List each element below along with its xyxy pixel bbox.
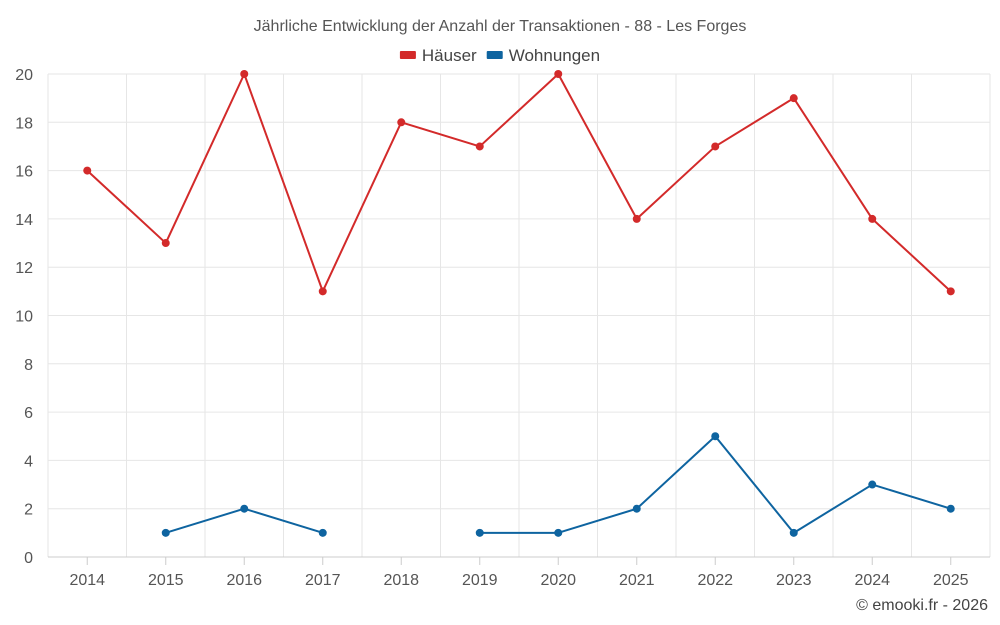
y-tick-label: 0 bbox=[24, 550, 33, 567]
legend: Häuser Wohnungen bbox=[399, 46, 600, 65]
chart-title: Jährliche Entwicklung der Anzahl der Tra… bbox=[254, 18, 747, 35]
x-tick-label: 2024 bbox=[854, 572, 890, 589]
x-tick-label: 2014 bbox=[69, 572, 105, 589]
data-point[interactable] bbox=[946, 504, 955, 513]
data-point[interactable] bbox=[868, 214, 877, 223]
legend-swatch bbox=[399, 51, 416, 59]
x-tick-label: 2022 bbox=[697, 572, 733, 589]
series-haeuser bbox=[83, 70, 955, 296]
y-tick-label: 8 bbox=[24, 357, 33, 374]
data-point[interactable] bbox=[318, 528, 327, 537]
x-tick-label: 2020 bbox=[540, 572, 576, 589]
series-line bbox=[86, 73, 952, 293]
data-point[interactable] bbox=[632, 504, 641, 513]
x-tick-label: 2021 bbox=[619, 572, 655, 589]
data-point[interactable] bbox=[161, 239, 170, 248]
series-wohnungen bbox=[161, 432, 955, 537]
y-tick-label: 20 bbox=[15, 67, 33, 84]
y-tick-label: 18 bbox=[15, 115, 33, 132]
legend-item-haeuser[interactable]: Häuser bbox=[399, 46, 477, 65]
y-tick-label: 14 bbox=[15, 212, 33, 229]
data-point[interactable] bbox=[475, 142, 484, 151]
data-point[interactable] bbox=[554, 70, 563, 78]
data-point[interactable] bbox=[554, 528, 563, 537]
legend-label: Häuser bbox=[422, 46, 477, 65]
data-point[interactable] bbox=[789, 94, 798, 103]
x-tick-label: 2017 bbox=[305, 572, 341, 589]
series-line bbox=[479, 435, 952, 534]
data-point[interactable] bbox=[475, 528, 484, 537]
y-axis-tick-labels: 0 2 4 6 8 10 12 14 16 18 20 bbox=[15, 67, 33, 567]
y-tick-label: 6 bbox=[24, 405, 33, 422]
x-tick-label: 2023 bbox=[776, 572, 812, 589]
data-point[interactable] bbox=[83, 166, 92, 175]
grid-vertical bbox=[47, 74, 991, 557]
data-point[interactable] bbox=[240, 504, 249, 513]
legend-item-wohnungen[interactable]: Wohnungen bbox=[486, 46, 600, 65]
legend-label: Wohnungen bbox=[509, 46, 600, 65]
x-tick-label: 2025 bbox=[933, 572, 969, 589]
y-tick-label: 2 bbox=[24, 502, 33, 519]
y-tick-label: 12 bbox=[15, 260, 33, 277]
data-point[interactable] bbox=[318, 287, 327, 296]
data-point[interactable] bbox=[789, 528, 798, 537]
data-point[interactable] bbox=[711, 432, 720, 441]
credit-text: © emooki.fr - 2026 bbox=[856, 597, 988, 614]
x-tick-label: 2018 bbox=[383, 572, 419, 589]
x-tick-label: 2016 bbox=[226, 572, 262, 589]
y-tick-label: 10 bbox=[15, 309, 33, 326]
data-point[interactable] bbox=[946, 287, 955, 296]
legend-swatch bbox=[486, 51, 503, 59]
series-layer bbox=[83, 70, 955, 537]
y-tick-label: 4 bbox=[24, 453, 33, 470]
data-point[interactable] bbox=[868, 480, 877, 489]
x-axis-tick-labels: 2014 2015 2016 2017 2018 2019 2020 2021 2022 2023… bbox=[69, 557, 969, 589]
data-point[interactable] bbox=[632, 214, 641, 223]
x-tick-label: 2015 bbox=[148, 572, 184, 589]
data-point[interactable] bbox=[711, 142, 720, 151]
data-point[interactable] bbox=[161, 528, 170, 537]
y-tick-label: 16 bbox=[15, 164, 33, 181]
data-point[interactable] bbox=[397, 118, 406, 127]
x-tick-label: 2019 bbox=[462, 572, 498, 589]
data-point[interactable] bbox=[240, 70, 249, 78]
